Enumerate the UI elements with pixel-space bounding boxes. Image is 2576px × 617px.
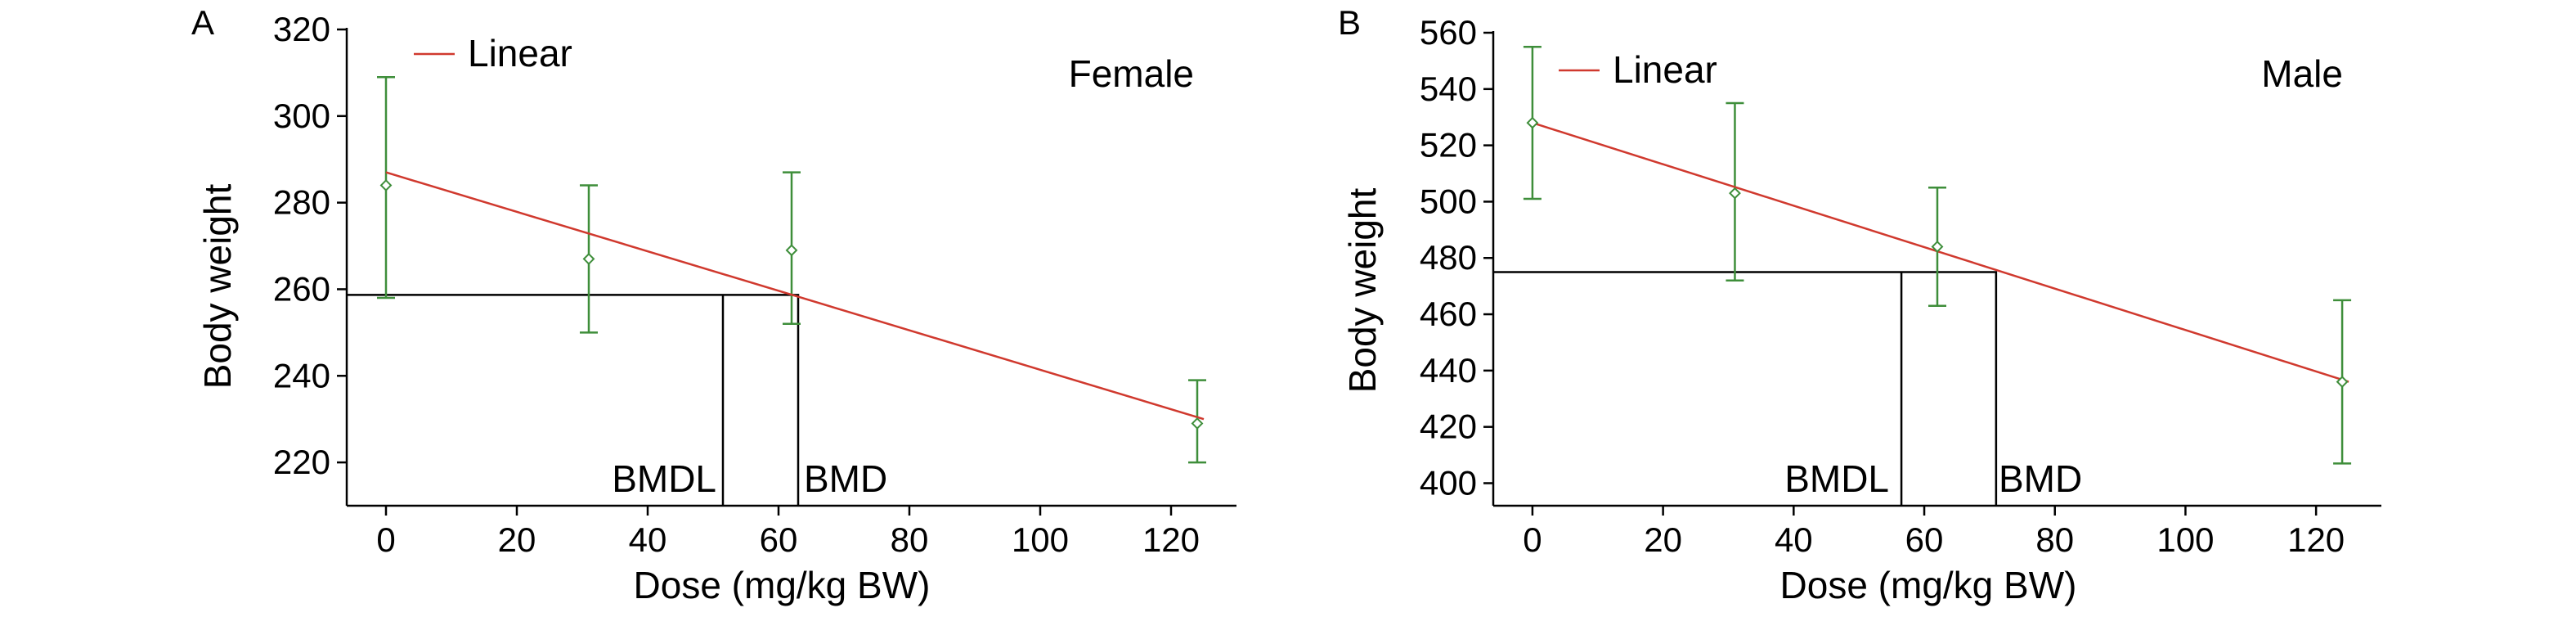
bmd-label: BMD: [804, 457, 887, 500]
panel-annotation: Female: [1069, 52, 1194, 95]
x-axis-title: Dose (mg/kg BW): [634, 564, 931, 606]
x-tick-label: 20: [498, 520, 536, 559]
plot-area: 220 240 260 280 300 320 0 20 40 60 80 100 120: [273, 10, 1236, 559]
y-tick-label: 220: [273, 443, 330, 481]
panel-a-female: A 220 240 260 280 300 320 0 20 40 60 80 100 120 Fema…: [191, 3, 1236, 606]
y-tick-label: 540: [1420, 70, 1477, 108]
y-tick-label: 240: [273, 356, 330, 394]
x-tick-label: 100: [1012, 520, 1069, 559]
y-tick-label: 400: [1420, 463, 1477, 502]
x-tick-label: 120: [2287, 520, 2345, 559]
x-tick-label: 60: [1905, 520, 1944, 559]
panel-label: A: [191, 3, 214, 42]
x-tick-label: 100: [2156, 520, 2214, 559]
data-point-marker: [1526, 116, 1539, 129]
y-tick-label: 440: [1420, 351, 1477, 390]
y-tick-label: 500: [1420, 182, 1477, 220]
y-tick-label: 300: [273, 97, 330, 135]
y-tick-label: 320: [273, 10, 330, 48]
data-point-marker: [1931, 241, 1944, 253]
x-tick-label: 0: [1523, 520, 1542, 559]
x-tick-label: 80: [2035, 520, 2074, 559]
x-tick-label: 40: [1775, 520, 1813, 559]
x-tick-label: 80: [891, 520, 929, 559]
data-point-marker: [785, 244, 798, 257]
linear-fit-line: [385, 171, 1205, 421]
x-tick-label: 40: [629, 520, 667, 559]
plot-area: 400 420 440 460 480 500 520 540 560 0 20 40 60 80 100 1…: [1420, 13, 2381, 559]
panel-label: B: [1338, 3, 1361, 42]
bmd-label: BMD: [1999, 457, 2082, 500]
x-axis-title: Dose (mg/kg BW): [1780, 564, 2077, 606]
y-tick-label: 560: [1420, 13, 1477, 52]
data-point-marker: [2336, 376, 2349, 389]
y-axis-title: Body weight: [1341, 187, 1384, 393]
data-point-marker: [1729, 187, 1741, 200]
data-point-marker: [379, 179, 393, 191]
x-tick-label: 120: [1142, 520, 1200, 559]
x-tick-label: 60: [760, 520, 798, 559]
x-tick-label: 20: [1644, 520, 1682, 559]
y-tick-label: 280: [273, 183, 330, 222]
data-point-marker: [1191, 417, 1204, 430]
bmd-reference-line: [1493, 271, 1998, 506]
panel-b-male: B 400 420 440 460 480 500 520 540 560 0 20 40 60 80 10…: [1338, 3, 2381, 606]
bmdl-label: BMDL: [612, 457, 716, 500]
y-tick-label: 480: [1420, 238, 1477, 277]
x-tick-label: 0: [376, 520, 395, 559]
panel-annotation: Male: [2261, 52, 2343, 95]
y-tick-label: 260: [273, 269, 330, 308]
legend-label-linear: Linear: [468, 32, 572, 74]
y-tick-label: 520: [1420, 126, 1477, 164]
y-axis-title: Body weight: [196, 183, 239, 389]
bmdl-label: BMDL: [1784, 457, 1889, 500]
linear-fit-line: [1532, 121, 2349, 383]
legend-label-linear: Linear: [1613, 48, 1717, 91]
data-point-marker: [582, 253, 595, 265]
y-tick-label: 460: [1420, 295, 1477, 333]
bmd-reference-line: [347, 294, 800, 506]
y-tick-label: 420: [1420, 408, 1477, 446]
